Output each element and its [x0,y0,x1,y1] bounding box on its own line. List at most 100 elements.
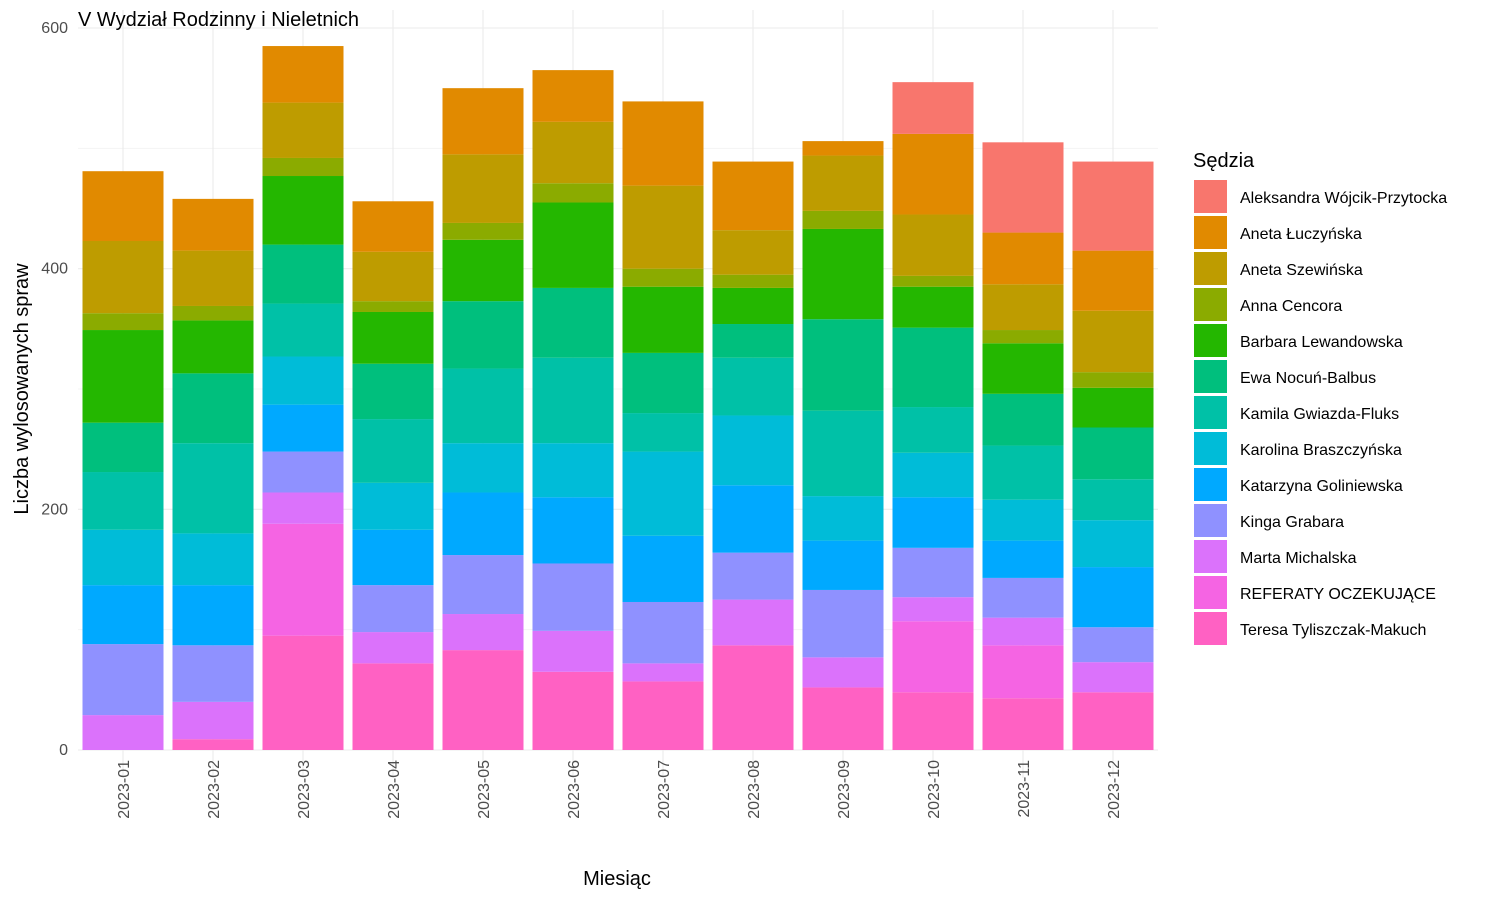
bar-segment [622,101,704,186]
bar-segment [622,681,704,750]
bar-segment [712,415,794,486]
legend-swatch [1194,252,1227,285]
bar-segment [1072,662,1154,693]
legend-swatch [1194,468,1227,501]
bar-segment [82,644,164,716]
bar-segment [1072,310,1154,373]
bar-segment [982,499,1064,541]
bar-segment [892,286,974,328]
x-axis-label: Miesiąc [583,868,651,890]
bar-segment [1072,161,1154,251]
x-axis: 2023-01 2023-02 2023-03 2023-04 2023-05 2023-… [116,760,1123,819]
bar-segment [1072,520,1154,568]
bar-segment [442,154,524,223]
legend-label: Barbara Lewandowska [1240,334,1403,351]
legend-label: REFERATY OCZEKUJĄCE [1240,586,1436,603]
x-tick-label: 2023-02 [206,760,223,819]
bar-segment [712,230,794,275]
bar-segment [262,244,344,304]
bar-segment [982,343,1064,394]
bar-segment [1072,692,1154,750]
bar-segment [712,324,794,358]
legend-label: Kinga Grabara [1240,514,1344,531]
bar-segment [352,632,434,664]
bar-segment [622,268,704,287]
bar-segment [892,597,974,622]
bar-segment [802,657,884,688]
bar-segment [442,614,524,651]
bar-segment [622,185,704,269]
legend-label: Karolina Braszczyńska [1240,442,1402,459]
bar-segment [262,46,344,103]
bar-segment [82,715,164,750]
bar-segment [82,240,164,314]
bar-segment [442,222,524,240]
bar-segment [532,202,614,288]
bar-segment [982,577,1064,618]
bar-segment [802,319,884,411]
bar-segment [712,287,794,325]
bar-segment [712,599,794,646]
bar-segment [622,352,704,414]
bar-segment [352,663,434,750]
bar-segment [532,630,614,672]
bar-segment [892,275,974,287]
y-tick-label: 400 [41,261,68,278]
bar-segment [712,274,794,288]
bar-segment [442,443,524,493]
bar-segment [1072,387,1154,428]
legend-label: Aneta Łuczyńska [1240,226,1362,243]
bar-segment [82,171,164,241]
bar-segment [262,303,344,357]
legend-swatch [1194,540,1227,573]
bar-segment [82,529,164,586]
bar-segment [1072,427,1154,480]
x-tick-label: 2023-12 [1106,760,1123,819]
legend-swatch [1194,180,1227,213]
legend: Sędzia Aleksandra Wójcik-Przytocka Aneta … [1193,150,1447,645]
bar-segment [892,497,974,548]
bar-segment [262,523,344,636]
bar-segment [982,617,1064,646]
bar-segment [622,535,704,602]
bar-segment [1072,567,1154,628]
bar-segment [442,555,524,615]
bar-segment [172,701,254,740]
bar-segment [622,601,704,664]
legend-swatch [1194,396,1227,429]
bar-segment [982,445,1064,500]
bar-segment [712,357,794,416]
bar-segment [352,482,434,530]
bar-segment [262,404,344,452]
bar-segment [352,363,434,420]
y-tick-label: 0 [59,742,68,759]
legend-label: Katarzyna Goliniewska [1240,478,1403,495]
bar-segment [82,472,164,530]
x-tick-label: 2023-10 [926,760,943,819]
bar-segment [262,356,344,405]
bar-segment [982,232,1064,285]
bar-segment [82,330,164,423]
bar-segment [982,284,1064,331]
bar-segment [982,698,1064,750]
bar-segment [262,176,344,245]
bar-segment [172,198,254,251]
bar-segment [712,645,794,750]
bar-segment [172,305,254,321]
x-tick-label: 2023-09 [836,760,853,819]
bar-segment [82,585,164,645]
bar-segment [172,320,254,374]
bar-segment [802,141,884,156]
bar-segment [982,330,1064,344]
bar-segment [442,88,524,155]
bar-segment [172,585,254,646]
bar-segment [712,161,794,231]
bar-segment [802,540,884,590]
bar-segment [532,443,614,498]
legend-label: Teresa Tyliszczak-Makuch [1240,622,1426,639]
legend-label: Ewa Nocuń-Balbus [1240,370,1376,387]
legend-label: Kamila Gwiazda-Fluks [1240,406,1399,423]
bar-segment [352,529,434,586]
bar-segment [802,496,884,541]
